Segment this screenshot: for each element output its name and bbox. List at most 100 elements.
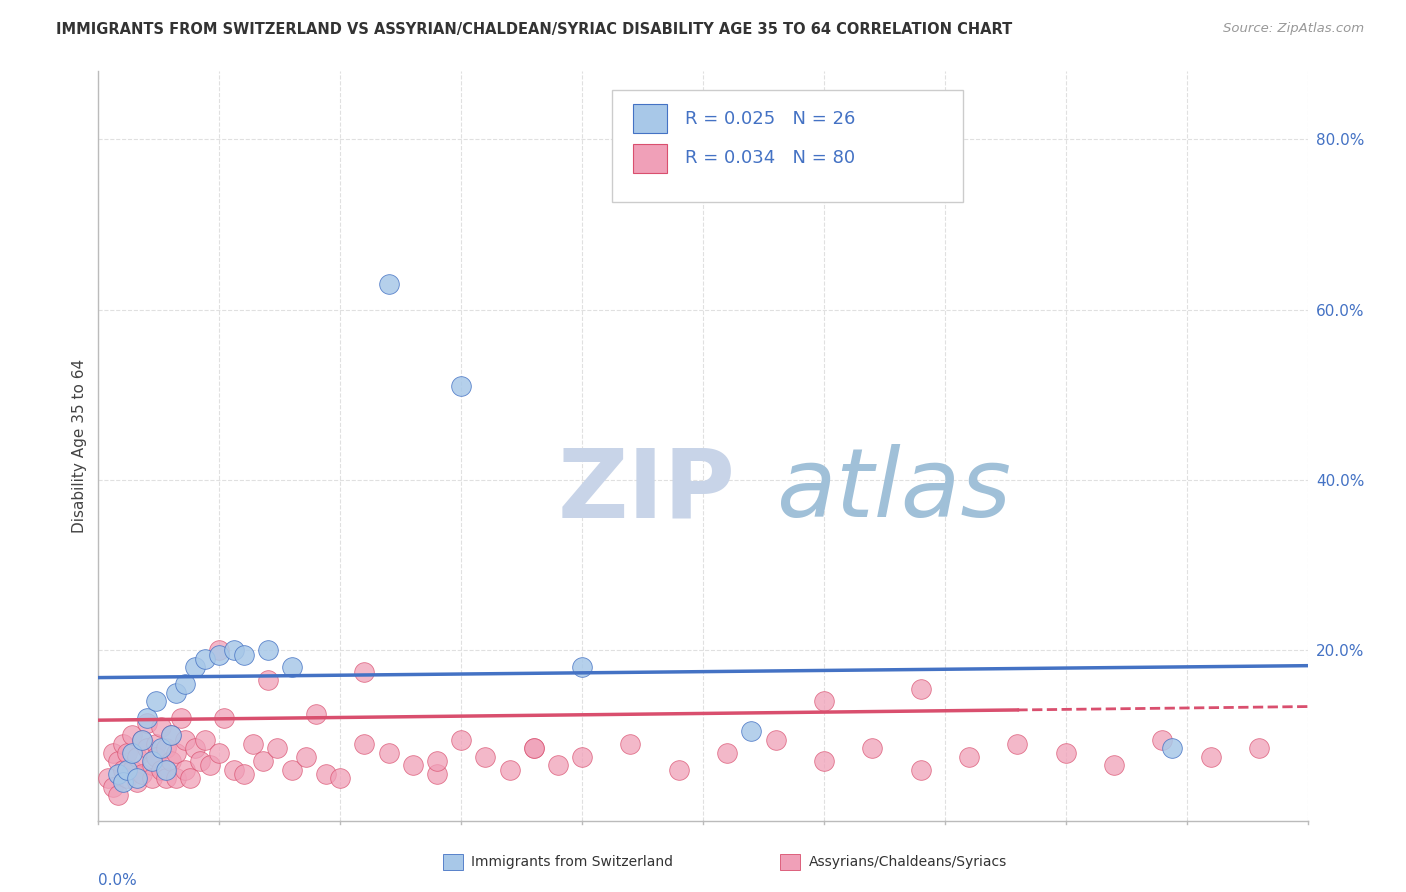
Point [252,754,274,768]
Point [135,741,157,756]
Point [107,767,129,781]
Point [165,686,187,700]
Point [910,681,932,696]
Point [131,767,153,781]
Point [547,758,569,772]
Point [121,746,143,760]
Point [160,729,183,743]
Point [131,732,153,747]
Point [523,741,546,756]
Point [668,763,690,777]
Point [107,788,129,802]
Point [150,741,173,756]
FancyBboxPatch shape [633,144,666,172]
Point [155,741,177,756]
Point [135,715,157,730]
Point [1249,741,1271,756]
Point [353,737,375,751]
Point [131,732,153,747]
Point [860,741,883,756]
Point [222,763,245,777]
Point [426,754,449,768]
Point [184,741,207,756]
Point [315,767,337,781]
Point [121,729,143,743]
Text: IMMIGRANTS FROM SWITZERLAND VS ASSYRIAN/CHALDEAN/SYRIAC DISABILITY AGE 35 TO 64 : IMMIGRANTS FROM SWITZERLAND VS ASSYRIAN/… [56,22,1012,37]
Point [716,746,738,760]
Point [266,741,288,756]
Point [174,732,197,747]
Point [198,758,221,772]
Point [121,763,143,777]
Point [256,643,278,657]
Point [145,694,167,708]
Point [295,749,318,764]
Point [232,648,254,662]
Text: 0.0%: 0.0% [98,873,138,888]
Point [402,758,425,772]
Point [426,767,449,781]
Point [498,763,520,777]
Point [353,665,375,679]
Point [160,754,183,768]
Point [111,763,134,777]
Y-axis label: Disability Age 35 to 64: Disability Age 35 to 64 [72,359,87,533]
Point [256,673,278,688]
Point [1102,758,1125,772]
Point [571,749,593,764]
Point [127,749,149,764]
Point [141,771,163,785]
Text: ZIP: ZIP [558,444,735,538]
Point [135,711,157,725]
Point [377,746,399,760]
Point [957,749,980,764]
Point [619,737,641,751]
Point [222,643,245,657]
Point [101,746,124,760]
Text: atlas: atlas [776,444,1011,538]
Point [281,660,304,674]
Point [194,732,217,747]
Point [101,780,124,794]
Point [571,660,593,674]
Point [450,379,472,393]
Point [1161,741,1184,756]
Point [450,732,472,747]
Point [127,775,149,789]
Point [188,754,211,768]
Point [165,746,187,760]
Point [329,771,352,785]
Point [765,732,787,747]
Point [813,754,835,768]
Point [155,771,177,785]
Text: Source: ZipAtlas.com: Source: ZipAtlas.com [1223,22,1364,36]
Point [169,711,191,725]
Point [160,729,183,743]
Point [141,754,163,768]
Point [179,771,201,785]
Point [281,763,304,777]
Point [474,749,496,764]
Point [184,660,207,674]
Point [150,763,173,777]
Point [174,763,197,777]
Point [155,763,177,777]
Point [1054,746,1077,760]
Point [111,775,134,789]
Point [145,737,167,751]
Point [813,694,835,708]
Point [305,707,328,722]
Point [141,758,163,772]
Point [117,746,139,760]
Text: Immigrants from Switzerland: Immigrants from Switzerland [471,855,673,869]
Point [174,677,197,691]
Point [111,737,134,751]
Point [208,643,231,657]
Point [107,754,129,768]
FancyBboxPatch shape [613,90,963,202]
Point [1152,732,1174,747]
Point [150,720,173,734]
Point [208,746,231,760]
Point [242,737,264,751]
Point [232,767,254,781]
